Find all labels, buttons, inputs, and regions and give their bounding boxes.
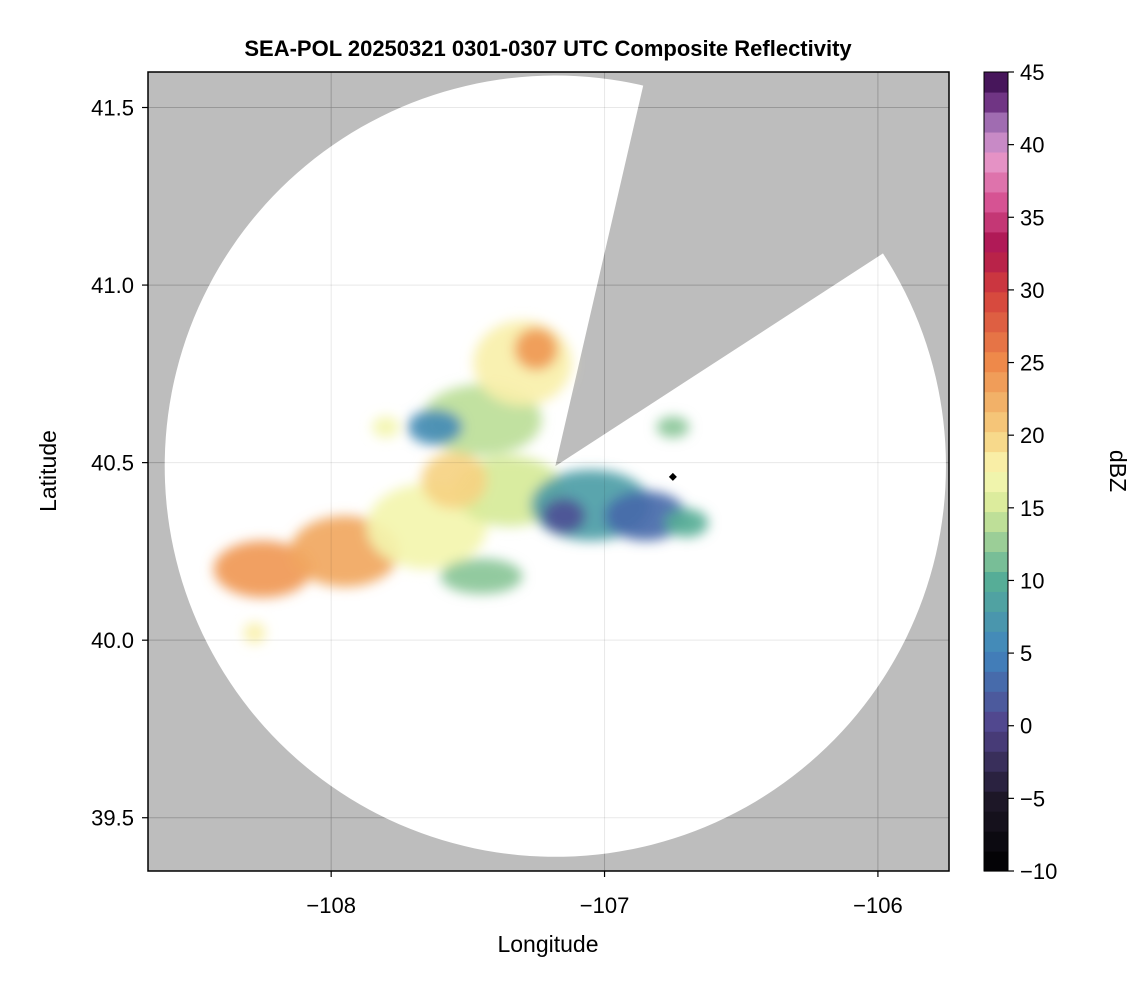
colorbar-segment (984, 251, 1008, 273)
colorbar-tick-label: 25 (1020, 351, 1044, 376)
colorbar-segment (984, 691, 1008, 712)
colorbar-segment (984, 531, 1008, 552)
echo-region (541, 498, 586, 534)
colorbar-segment (984, 631, 1008, 652)
y-tick-label: 39.5 (91, 806, 134, 831)
colorbar-segment (984, 551, 1008, 572)
colorbar-segment (984, 331, 1008, 353)
colorbar-segment (984, 291, 1008, 313)
colorbar-frame (983, 71, 1009, 872)
colorbar-tick-label: 30 (1020, 278, 1044, 303)
colorbar-segment (984, 391, 1008, 413)
x-tick-label: −108 (306, 893, 356, 918)
colorbar-segment (984, 451, 1008, 473)
colorbar-tick-label: 40 (1020, 133, 1044, 158)
radar-coverage-area (164, 75, 946, 857)
colorbar-segment (984, 731, 1008, 752)
colorbar-segment (984, 311, 1008, 333)
x-axis-ticks: −108 −107 −106 (306, 871, 903, 918)
colorbar-segment (984, 711, 1008, 732)
colorbar-tick-label: 35 (1020, 205, 1044, 230)
y-tick-label: 41.5 (91, 96, 134, 121)
y-tick-label: 40.5 (91, 451, 134, 476)
colorbar-segment (984, 431, 1008, 453)
colorbar-segment (984, 351, 1008, 373)
colorbar-segment (984, 111, 1008, 133)
y-axis-ticks: 39.5 40.0 40.5 41.0 41.5 (91, 96, 148, 831)
colorbar-label: dBZ (1105, 450, 1131, 492)
echo-region (421, 451, 487, 509)
echo-region (664, 508, 709, 538)
colorbar-segment (984, 271, 1008, 293)
colorbar-segment (984, 771, 1008, 792)
echo-region (213, 540, 313, 598)
colorbar-segment (984, 131, 1008, 153)
echo-regions (213, 320, 709, 644)
colorbar-segment (984, 571, 1008, 592)
x-tick-label: −106 (853, 893, 903, 918)
colorbar-segment (984, 171, 1008, 193)
colorbar-ticks: −10 −5 0 5 10 15 20 25 30 35 40 45 (1008, 60, 1057, 884)
colorbar-segment (984, 471, 1008, 493)
x-axis-label: Longitude (497, 931, 598, 957)
y-tick-label: 40.0 (91, 628, 134, 653)
colorbar-tick-label: −5 (1020, 786, 1045, 811)
colorbar (983, 71, 1009, 872)
colorbar-segment (984, 611, 1008, 632)
colorbar-tick-label: 5 (1020, 641, 1032, 666)
colorbar-segment (984, 491, 1008, 513)
colorbar-segment (984, 511, 1008, 533)
colorbar-segment (984, 831, 1008, 852)
x-tick-label: −107 (580, 893, 630, 918)
colorbar-tick-label: 10 (1020, 568, 1044, 593)
colorbar-tick-label: 0 (1020, 714, 1032, 739)
colorbar-segment (984, 371, 1008, 393)
colorbar-tick-label: −10 (1020, 859, 1057, 884)
colorbar-segment (984, 211, 1008, 233)
echo-region (243, 622, 266, 644)
plot-area (148, 72, 949, 871)
colorbar-segment (984, 91, 1008, 113)
colorbar-segment (984, 591, 1008, 612)
colorbar-segment (984, 671, 1008, 692)
colorbar-segment (984, 851, 1008, 872)
echo-region (656, 416, 690, 438)
colorbar-segment (984, 231, 1008, 253)
colorbar-segment (984, 72, 1008, 93)
echo-region (407, 409, 463, 445)
colorbar-segment (984, 791, 1008, 812)
y-tick-label: 41.0 (91, 273, 134, 298)
colorbar-segment (984, 151, 1008, 173)
echo-region (440, 558, 523, 595)
grid-overlay (148, 72, 949, 871)
colorbar-tick-label: 20 (1020, 423, 1044, 448)
colorbar-tick-label: 15 (1020, 496, 1044, 521)
colorbar-segment (984, 411, 1008, 433)
colorbar-segment (984, 651, 1008, 672)
y-axis-label: Latitude (35, 430, 61, 512)
echo-region (514, 327, 559, 371)
chart-title: SEA-POL 20250321 0301-0307 UTC Composite… (244, 36, 852, 61)
echo-region (372, 416, 400, 438)
point-marker (668, 472, 677, 481)
colorbar-tick-label: 45 (1020, 60, 1044, 85)
plot-frame (147, 71, 950, 872)
echo-region (604, 491, 687, 541)
colorbar-segment (984, 811, 1008, 832)
colorbar-segment (984, 191, 1008, 213)
colorbar-segment (984, 751, 1008, 772)
